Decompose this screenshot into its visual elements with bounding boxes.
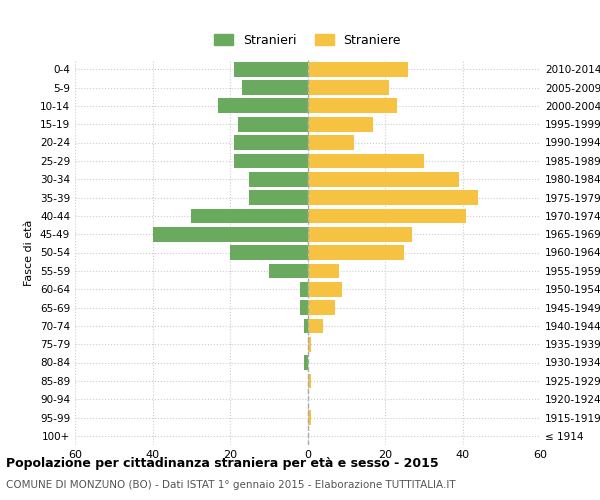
Bar	[304, 355, 308, 370]
Legend: Stranieri, Straniere: Stranieri, Straniere	[208, 28, 407, 53]
Bar	[234, 135, 308, 150]
Bar	[242, 80, 308, 95]
Bar	[308, 190, 478, 205]
Bar	[308, 117, 373, 132]
Y-axis label: Fasce di età: Fasce di età	[25, 220, 34, 286]
Bar	[308, 135, 354, 150]
Bar	[191, 208, 308, 223]
Bar	[269, 264, 308, 278]
Bar	[230, 245, 308, 260]
Bar	[238, 117, 308, 132]
Bar	[308, 98, 397, 113]
Bar	[308, 300, 335, 315]
Bar	[250, 172, 308, 186]
Bar	[300, 300, 308, 315]
Bar	[152, 227, 308, 242]
Bar	[308, 62, 408, 76]
Bar	[308, 410, 311, 425]
Text: Popolazione per cittadinanza straniera per età e sesso - 2015: Popolazione per cittadinanza straniera p…	[6, 458, 439, 470]
Bar	[304, 318, 308, 333]
Bar	[308, 318, 323, 333]
Bar	[308, 282, 343, 296]
Bar	[300, 282, 308, 296]
Bar	[308, 264, 338, 278]
Bar	[218, 98, 308, 113]
Bar	[308, 227, 412, 242]
Bar	[308, 80, 389, 95]
Bar	[308, 172, 458, 186]
Bar	[308, 245, 404, 260]
Bar	[308, 374, 311, 388]
Bar	[234, 62, 308, 76]
Bar	[308, 208, 466, 223]
Bar	[234, 154, 308, 168]
Text: COMUNE DI MONZUNO (BO) - Dati ISTAT 1° gennaio 2015 - Elaborazione TUTTITALIA.IT: COMUNE DI MONZUNO (BO) - Dati ISTAT 1° g…	[6, 480, 455, 490]
Bar	[308, 154, 424, 168]
Bar	[250, 190, 308, 205]
Bar	[308, 337, 311, 351]
